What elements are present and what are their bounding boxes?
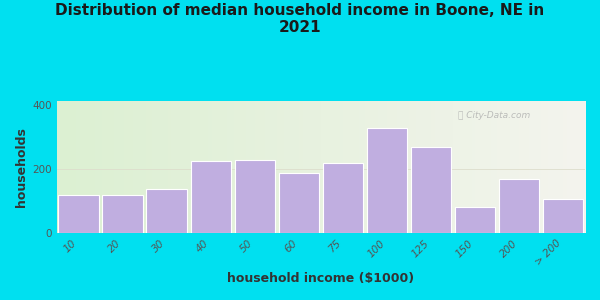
Bar (323, 163, 363, 233)
Bar (410, 147, 451, 233)
Bar (455, 207, 495, 233)
Y-axis label: households: households (15, 128, 28, 207)
Bar (146, 189, 187, 233)
Text: Distribution of median household income in Boone, NE in
2021: Distribution of median household income … (55, 3, 545, 35)
Bar (278, 173, 319, 233)
Bar (58, 195, 99, 233)
Bar (191, 161, 231, 233)
Text: ⓘ City-Data.com: ⓘ City-Data.com (458, 111, 530, 120)
Bar (543, 199, 583, 233)
Bar (235, 160, 275, 233)
Bar (103, 195, 143, 233)
Bar (367, 128, 407, 233)
X-axis label: household income ($1000): household income ($1000) (227, 272, 415, 285)
Bar (499, 178, 539, 233)
